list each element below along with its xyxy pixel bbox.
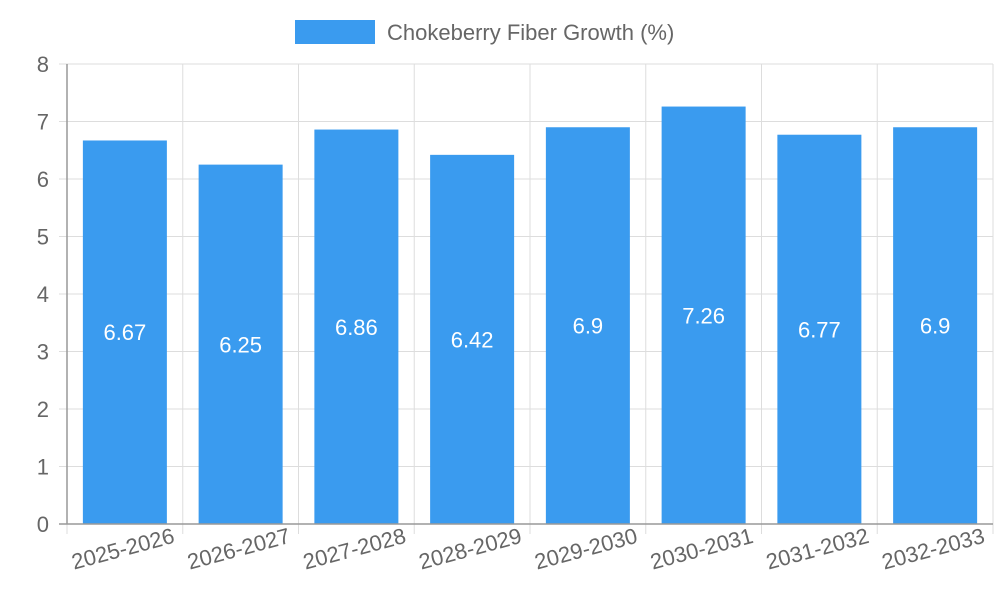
- bar[interactable]: [545, 127, 630, 524]
- x-tick-label: 2031-2032: [763, 523, 871, 574]
- x-tick-label: 2027-2028: [300, 523, 408, 574]
- bar-value-label: 6.9: [573, 314, 604, 339]
- y-tick-label: 5: [37, 225, 49, 250]
- y-tick-label: 4: [37, 282, 49, 307]
- bar[interactable]: [198, 164, 283, 524]
- legend-swatch: [295, 20, 375, 44]
- y-tick-label: 0: [37, 512, 49, 537]
- y-tick-label: 8: [37, 52, 49, 77]
- axes: [59, 64, 993, 525]
- bar-value-label: 6.77: [798, 317, 841, 342]
- bars: 6.67 6.25 6.86 6.42 6.9 7.26 6.77 6.9: [82, 106, 978, 525]
- bar-value-label: 6.86: [335, 315, 378, 340]
- bar[interactable]: [661, 106, 746, 525]
- bar[interactable]: [893, 127, 978, 524]
- bar-value-label: 6.25: [219, 332, 262, 357]
- x-tick-label: 2030-2031: [648, 523, 756, 574]
- bar[interactable]: [430, 154, 515, 524]
- y-tick-label: 1: [37, 455, 49, 480]
- x-tick-label: 2032-2033: [879, 523, 987, 574]
- legend-label: Chokeberry Fiber Growth (%): [387, 20, 674, 45]
- bar[interactable]: [82, 140, 167, 524]
- x-tick-label: 2028-2029: [416, 523, 524, 574]
- bar-value-label: 6.42: [451, 327, 494, 352]
- bar[interactable]: [777, 134, 862, 524]
- y-tick-label: 3: [37, 340, 49, 365]
- x-tick-label: 2029-2030: [532, 523, 640, 574]
- x-tick-label: 2025-2026: [69, 523, 177, 574]
- y-tick-label: 2: [37, 397, 49, 422]
- x-tick-label: 2026-2027: [185, 523, 293, 574]
- y-tick-label: 7: [37, 110, 49, 135]
- bar-value-label: 6.9: [920, 314, 951, 339]
- y-tick-label: 6: [37, 167, 49, 192]
- legend[interactable]: Chokeberry Fiber Growth (%): [295, 20, 674, 45]
- bar-value-label: 6.67: [103, 320, 146, 345]
- bar-value-label: 7.26: [682, 303, 725, 328]
- bar[interactable]: [314, 129, 399, 525]
